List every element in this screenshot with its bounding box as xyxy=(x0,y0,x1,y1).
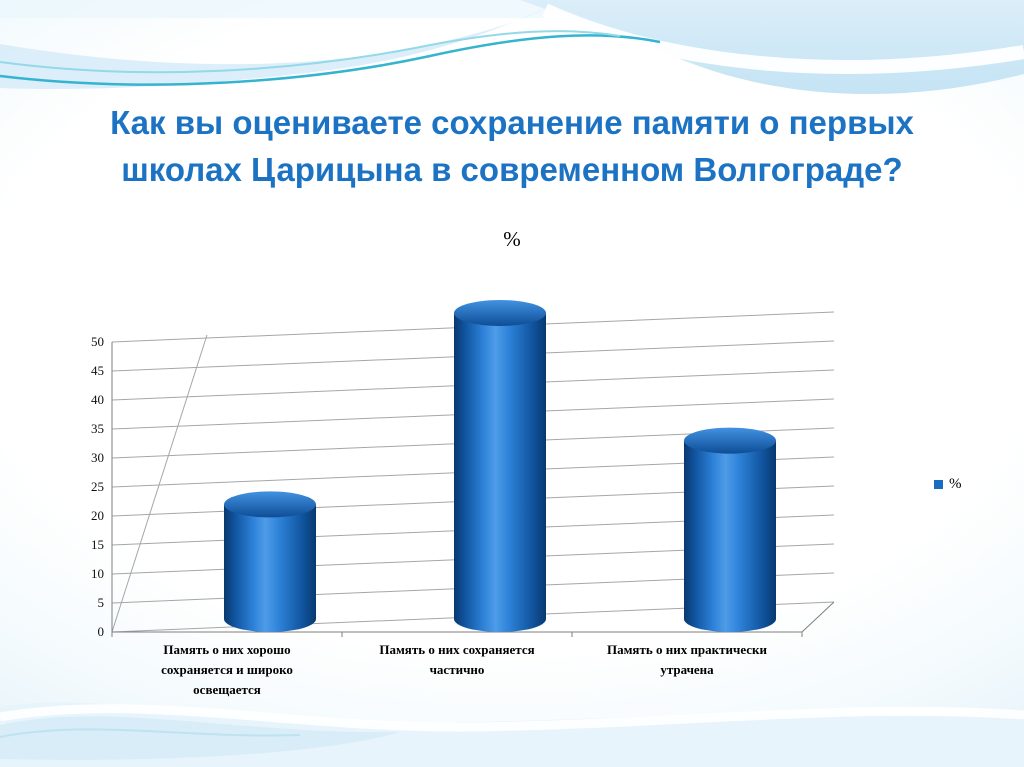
slide-title: Как вы оцениваете сохранение памяти о пе… xyxy=(62,100,962,194)
chart-title: % xyxy=(503,227,521,251)
svg-text:20: 20 xyxy=(91,508,104,523)
svg-text:0: 0 xyxy=(98,624,105,639)
svg-text:30: 30 xyxy=(91,450,104,465)
svg-text:5: 5 xyxy=(98,595,105,610)
svg-text:50: 50 xyxy=(91,334,104,349)
svg-text:15: 15 xyxy=(91,537,104,552)
category-label-2: Память о них сохраняется частично xyxy=(379,642,535,678)
svg-text:45: 45 xyxy=(91,363,104,378)
svg-text:35: 35 xyxy=(91,421,104,436)
category-label-3: Память о них практически утрачена xyxy=(606,642,768,678)
legend-swatch xyxy=(934,480,943,489)
svg-text:40: 40 xyxy=(91,392,104,407)
slide-title-line-2: школах Царицына в современном Волгограде… xyxy=(121,150,903,188)
category-label-1: Память о них хорошо сохраняется и широко… xyxy=(161,642,293,698)
cylinder-bar-chart: 0 5 10 15 20 25 30 35 40 45 50 xyxy=(91,300,835,639)
chart-legend: % xyxy=(934,476,962,493)
slide-title-line-1: Как вы оцениваете сохранение памяти о пе… xyxy=(110,104,914,141)
svg-text:25: 25 xyxy=(91,479,104,494)
svg-text:10: 10 xyxy=(91,566,104,581)
legend-label: % xyxy=(949,476,962,492)
